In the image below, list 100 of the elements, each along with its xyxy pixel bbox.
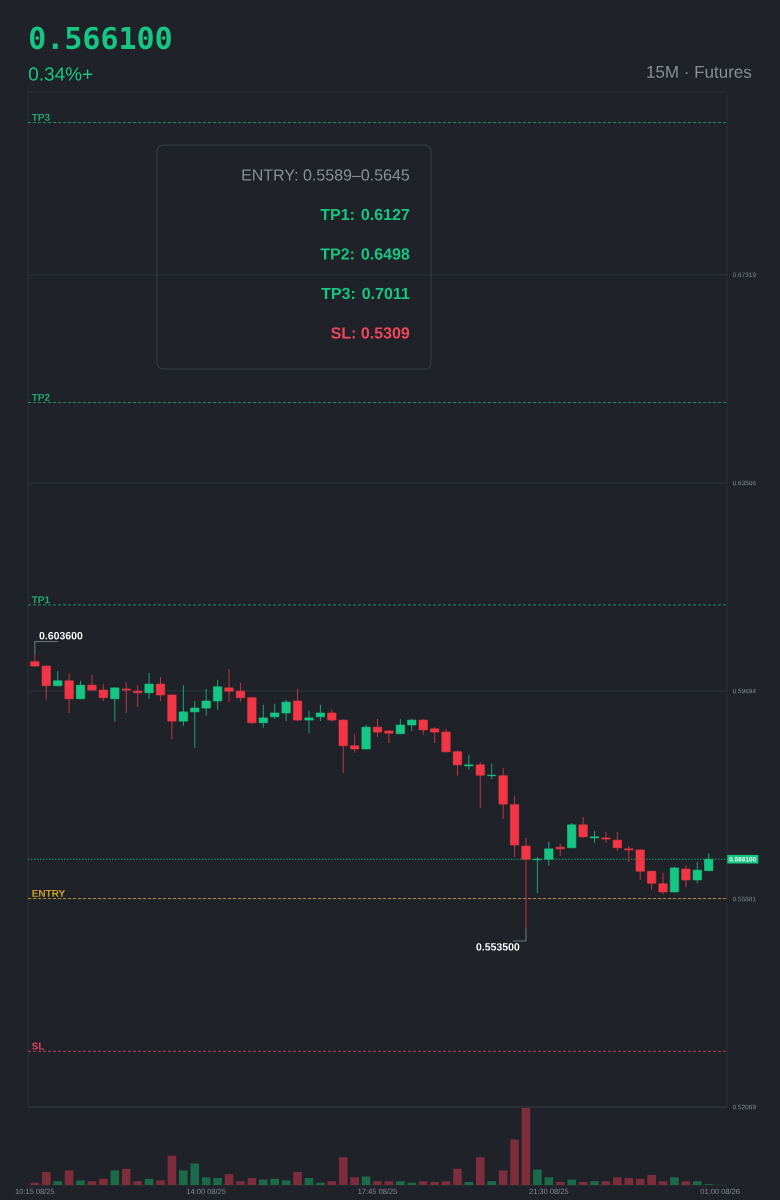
candlestick (361, 724, 371, 750)
bar (521, 1108, 531, 1185)
bar (658, 1181, 668, 1185)
candlestick (144, 672, 154, 700)
bar (430, 1181, 439, 1185)
bar (510, 1139, 519, 1185)
candlestick (293, 688, 303, 722)
candlestick (452, 750, 462, 777)
bar (624, 1178, 634, 1185)
bar (670, 1177, 679, 1185)
candlestick (441, 728, 451, 754)
bar (156, 1180, 165, 1185)
bar (304, 1178, 314, 1185)
candlestick (133, 684, 143, 708)
ref-line-label: TP2 (31, 393, 50, 401)
candlestick (213, 679, 223, 711)
bar (316, 1182, 325, 1185)
chart-subtitle: 0.34%+ (28, 67, 93, 81)
bar (476, 1157, 485, 1185)
ref-line-label: TP3 (31, 113, 50, 121)
candlestick (178, 684, 188, 727)
bar (259, 1179, 268, 1185)
annotation: TP2: 0.6498 (320, 248, 410, 260)
bar (647, 1174, 656, 1185)
bar (224, 1174, 234, 1185)
bar (350, 1177, 359, 1185)
candlestick (464, 754, 474, 771)
bar (167, 1155, 177, 1185)
bar (236, 1181, 245, 1185)
bar (144, 1178, 154, 1185)
bar (681, 1181, 691, 1185)
annotation: TP3: 0.7011 (321, 287, 410, 300)
candlestick (224, 668, 234, 703)
bar (567, 1179, 576, 1185)
annotation: TP1: 0.6127 (320, 208, 410, 221)
bar (87, 1181, 97, 1185)
bar (635, 1178, 645, 1185)
bar (190, 1163, 200, 1185)
candlestick (258, 704, 268, 729)
candlestick (692, 861, 702, 884)
bar (453, 1168, 462, 1185)
candlestick (64, 673, 74, 714)
bar (578, 1181, 588, 1185)
candlestick (578, 816, 588, 839)
bar (327, 1181, 337, 1185)
ref-line-label: TP1 (31, 596, 50, 604)
bar (201, 1177, 211, 1185)
bar (133, 1181, 142, 1185)
candlestick (567, 822, 577, 849)
candlestick (384, 729, 394, 744)
bar (601, 1181, 611, 1185)
bar (373, 1181, 382, 1185)
bar (693, 1181, 702, 1185)
candlestick (475, 761, 485, 809)
bar (121, 1168, 131, 1185)
bar (41, 1171, 51, 1185)
bar (487, 1181, 496, 1185)
bar (76, 1180, 85, 1185)
bar (179, 1170, 188, 1185)
candlestick (589, 830, 600, 844)
bar (533, 1169, 542, 1185)
ref-line-label: SL (31, 1042, 45, 1050)
candlestick (87, 674, 97, 692)
bar (338, 1157, 348, 1185)
candlestick (521, 837, 531, 929)
bar (270, 1178, 279, 1185)
annotation: ENTRY: 0.5589–0.5645 (242, 169, 410, 181)
candlestick (350, 733, 360, 754)
candlestick (121, 681, 131, 714)
bar (590, 1181, 599, 1185)
bar (213, 1178, 222, 1185)
bar (396, 1181, 405, 1185)
bar (64, 1170, 74, 1185)
bar (110, 1170, 120, 1185)
bar (464, 1181, 474, 1185)
chart-title: 0.566100 (30, 26, 171, 50)
candlestick (555, 843, 565, 857)
bar (555, 1181, 565, 1185)
bar (99, 1178, 108, 1185)
candlestick (110, 686, 120, 723)
annotation: 0.553500 (476, 943, 520, 951)
candlestick (669, 866, 679, 893)
bar (441, 1181, 451, 1185)
bar (407, 1182, 417, 1185)
bar (293, 1171, 302, 1185)
bar (613, 1177, 622, 1185)
bar (544, 1177, 554, 1185)
candlestick (235, 682, 245, 703)
candlestick (658, 872, 668, 895)
candlestick (487, 763, 497, 780)
candlestick (304, 710, 314, 734)
ref-line-label: ENTRY (32, 889, 66, 897)
bar (281, 1180, 291, 1185)
bar (53, 1181, 62, 1185)
bar (498, 1170, 508, 1185)
candlestick (681, 864, 691, 888)
candlestick (155, 676, 166, 702)
candlestick (372, 718, 383, 738)
annotation: SL: 0.5309 (331, 327, 410, 339)
bar (247, 1178, 257, 1185)
